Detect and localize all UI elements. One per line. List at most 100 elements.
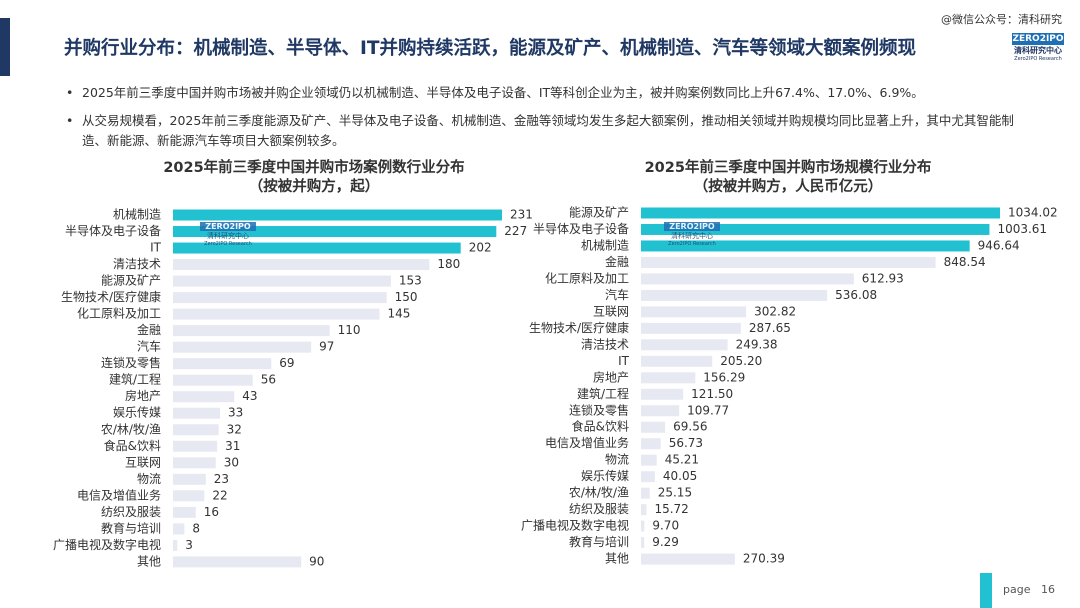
bar: [173, 424, 219, 436]
category-label: 生物技术/医疗健康: [61, 289, 161, 304]
value-label: 287.65: [749, 321, 791, 335]
value-label: 536.08: [835, 288, 877, 302]
bar: [641, 207, 1000, 219]
bar: [641, 372, 696, 384]
bullet: 2025年前三季度中国并购市场被并购企业领域仍以机械制造、半导体及电子设备、IT…: [66, 83, 1032, 103]
bar: [641, 273, 854, 285]
bar: [641, 339, 728, 351]
category-label: 纺织及服装: [101, 505, 161, 519]
category-label: 汽车: [137, 339, 161, 354]
bar: [641, 306, 747, 318]
slide-title: 并购行业分布：机械制造、半导体、IT并购持续活跃，能源及矿产、机械制造、汽车等领…: [64, 38, 917, 59]
value-label: 23: [214, 472, 229, 486]
bar: [173, 308, 380, 320]
value-label: 848.54: [944, 255, 986, 269]
bar: [641, 471, 655, 483]
value-label: 270.39: [743, 552, 785, 566]
bar: [641, 553, 735, 565]
bar: [641, 388, 684, 400]
value-label: 153: [399, 274, 422, 288]
category-label: 电信及增值业务: [545, 435, 629, 450]
bar: [173, 358, 272, 370]
bar: [173, 506, 196, 518]
chart-title: 2025年前三季度中国并购市场案例数行业分布: [163, 158, 464, 176]
category-label: 教育与培训: [101, 520, 161, 535]
bar: [173, 292, 387, 304]
bar: [641, 487, 650, 499]
bar: [173, 209, 502, 221]
category-label: 半导体及电子设备: [533, 222, 629, 236]
bar: [173, 259, 430, 271]
category-label: 农/林/牧/渔: [569, 486, 629, 500]
chart-watermark: ZERO2IPO 清科研究中心 Zero2IPO Research: [664, 222, 720, 247]
logo-cn: 清科研究中心: [207, 232, 249, 240]
bar: [641, 355, 713, 367]
bar: [173, 490, 205, 502]
bar: [641, 289, 828, 301]
category-label: 建筑/工程: [109, 372, 161, 387]
chart-watermark: ZERO2IPO 清科研究中心 Zero2IPO Research: [200, 222, 256, 247]
value-label: 8: [192, 521, 200, 535]
bar: [641, 537, 645, 549]
page-number: page 16: [1003, 583, 1055, 596]
value-label: 56.73: [669, 436, 703, 450]
footer-accent: [980, 573, 992, 608]
bar: [173, 391, 235, 403]
bar: [173, 226, 497, 238]
category-label: 清洁技术: [113, 257, 161, 271]
category-label: 互联网: [593, 304, 629, 318]
bar: [641, 240, 970, 252]
logo-cn: 清科研究中心: [1014, 46, 1062, 55]
logo-mark: ZERO2IPO: [664, 222, 720, 231]
value-label: 90: [309, 554, 324, 568]
value-label: 231: [510, 208, 533, 222]
bar: [641, 223, 990, 235]
category-label: 房地产: [593, 369, 629, 384]
category-label: 金融: [605, 254, 629, 269]
logo-en: Zero2IPO Research: [204, 241, 252, 247]
bar: [173, 473, 206, 485]
category-label: 食品&饮料: [572, 419, 629, 434]
value-label: 16: [204, 505, 219, 519]
bar: [173, 407, 220, 419]
value-label: 249.38: [736, 337, 778, 351]
category-label: 连锁及零售: [569, 402, 629, 417]
bar: [173, 242, 461, 254]
category-label: 广播电视及数字电视: [521, 518, 629, 533]
value-label: 40.05: [663, 469, 697, 483]
category-label: 机械制造: [113, 207, 161, 222]
logo-en: Zero2IPO Research: [668, 241, 716, 247]
bar: [641, 504, 647, 516]
logo-en: Zero2IPO Research: [1014, 56, 1062, 62]
bullet: 从交易规模看，2025年前三季度能源及矿产、半导体及电子设备、机械制造、金融等领…: [66, 111, 1032, 151]
value-label: 1034.02: [1008, 206, 1058, 220]
value-label: 56: [261, 373, 276, 387]
value-label: 202: [469, 241, 492, 255]
category-label: IT: [618, 354, 630, 368]
value-label: 3: [185, 538, 193, 552]
value-label: 302.82: [754, 304, 796, 318]
logo: ZERO2IPO 清科研究中心 Zero2IPO Research: [1012, 33, 1064, 62]
value-label: 9.70: [652, 519, 679, 533]
category-label: 娱乐传媒: [113, 405, 161, 420]
category-label: 能源及矿产: [101, 274, 161, 288]
category-label: 广播电视及数字电视: [53, 537, 161, 552]
category-label: 化工原料及加工: [545, 271, 629, 285]
page-label: page: [1003, 583, 1031, 596]
chart-subtitle: （按被并购方，起）: [249, 177, 380, 195]
bar: [173, 440, 218, 452]
category-label: 能源及矿产: [569, 206, 629, 220]
category-label: 物流: [605, 453, 629, 467]
bar: [641, 256, 936, 268]
value-label: 1003.61: [997, 222, 1047, 236]
value-label: 32: [227, 422, 242, 436]
value-label: 69: [279, 356, 294, 370]
bar: [173, 341, 312, 353]
logo-mark: ZERO2IPO: [200, 222, 256, 231]
bar: [641, 438, 661, 450]
value-label: 946.64: [978, 238, 1020, 252]
category-label: 纺织及服装: [569, 502, 629, 516]
category-label: 建筑/工程: [577, 386, 629, 401]
